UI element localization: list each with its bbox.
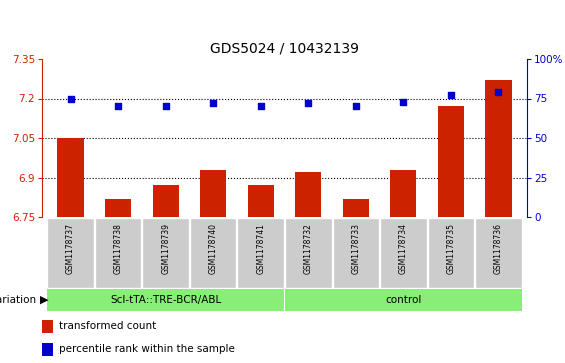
Bar	[428, 218, 474, 288]
Point	[114, 103, 123, 109]
Point	[161, 103, 170, 109]
Text: GSM1178733: GSM1178733	[351, 223, 360, 274]
Point	[494, 89, 503, 95]
Bar	[237, 218, 284, 288]
Bar	[142, 218, 189, 288]
Text: Scl-tTA::TRE-BCR/ABL: Scl-tTA::TRE-BCR/ABL	[110, 295, 221, 305]
Text: ▶: ▶	[40, 295, 49, 305]
Bar	[95, 218, 141, 288]
Bar	[380, 218, 427, 288]
Point	[256, 103, 265, 109]
Point	[66, 95, 75, 101]
Bar	[285, 289, 521, 311]
Point	[351, 103, 360, 109]
Bar	[247, 185, 274, 217]
Bar	[485, 80, 511, 217]
Text: genotype/variation: genotype/variation	[0, 295, 39, 305]
Text: GSM1178738: GSM1178738	[114, 223, 123, 274]
Bar	[105, 199, 131, 217]
Point	[446, 93, 455, 98]
Bar	[58, 138, 84, 217]
Bar	[200, 170, 226, 217]
Bar	[438, 106, 464, 217]
Bar	[475, 218, 521, 288]
Text: control: control	[385, 295, 421, 305]
Text: GSM1178735: GSM1178735	[446, 223, 455, 274]
Bar	[333, 218, 379, 288]
Title: GDS5024 / 10432139: GDS5024 / 10432139	[210, 41, 359, 55]
Text: GSM1178736: GSM1178736	[494, 223, 503, 274]
Text: GSM1178740: GSM1178740	[208, 223, 218, 274]
Bar	[153, 185, 179, 217]
Text: GSM1178737: GSM1178737	[66, 223, 75, 274]
Text: GSM1178739: GSM1178739	[161, 223, 170, 274]
Point	[208, 100, 218, 106]
Text: GSM1178734: GSM1178734	[399, 223, 408, 274]
Bar	[47, 218, 94, 288]
Point	[304, 100, 313, 106]
Bar	[47, 289, 284, 311]
Bar	[42, 343, 53, 356]
Text: percentile rank within the sample: percentile rank within the sample	[59, 344, 235, 355]
Bar	[285, 218, 332, 288]
Bar	[390, 170, 416, 217]
Bar	[343, 199, 369, 217]
Point	[399, 99, 408, 105]
Text: transformed count: transformed count	[59, 322, 157, 331]
Bar	[42, 320, 53, 333]
Bar	[295, 172, 321, 217]
Text: GSM1178741: GSM1178741	[256, 223, 265, 274]
Bar	[190, 218, 237, 288]
Text: GSM1178732: GSM1178732	[304, 223, 313, 274]
